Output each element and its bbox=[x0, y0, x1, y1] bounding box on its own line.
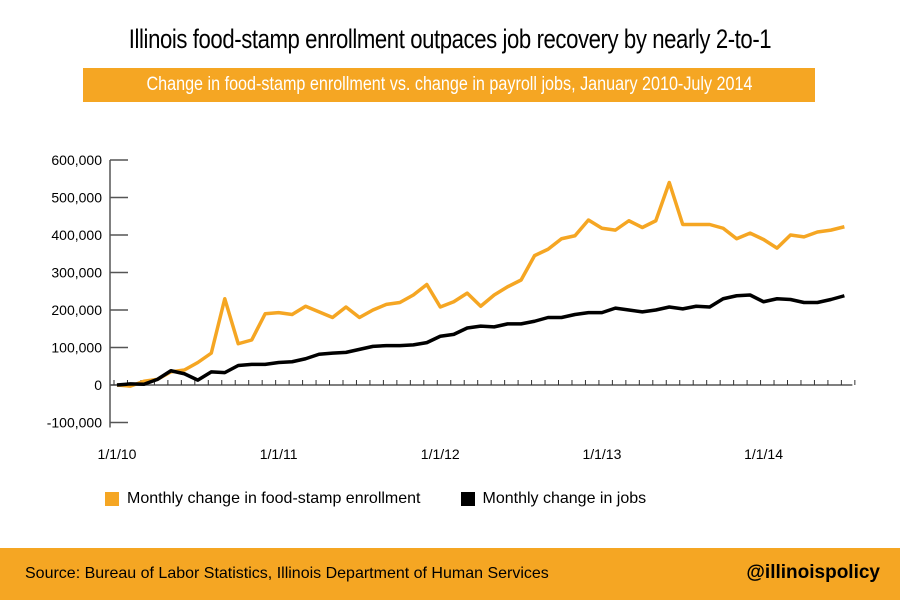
source-note: Source: Bureau of Labor Statistics, Illi… bbox=[25, 565, 549, 582]
legend-label-food-stamp: Monthly change in food-stamp enrollment bbox=[127, 490, 421, 507]
y-tick-label: 0 bbox=[94, 377, 102, 393]
x-tick-label: 1/1/14 bbox=[744, 446, 783, 462]
x-tick-label: 1/1/11 bbox=[260, 446, 298, 462]
social-handle: @illinoispolicy bbox=[746, 562, 880, 583]
x-tick-label: 1/1/13 bbox=[582, 446, 621, 462]
legend-swatch-food-stamp bbox=[105, 492, 119, 506]
legend-swatch-jobs bbox=[460, 492, 475, 506]
footer-bar: Source: Bureau of Labor Statistics, Illi… bbox=[0, 548, 900, 600]
y-tick-label: 100,000 bbox=[51, 340, 102, 356]
legend-item-jobs: Monthly change in jobs bbox=[460, 490, 647, 508]
x-tick-label: 1/1/10 bbox=[98, 446, 137, 462]
y-tick-label: 500,000 bbox=[51, 190, 102, 206]
y-tick-label: 600,000 bbox=[51, 152, 102, 168]
legend-label-jobs: Monthly change in jobs bbox=[482, 490, 647, 507]
series-line-food-stamp bbox=[116, 180, 845, 388]
x-tick-label: 1/1/12 bbox=[421, 446, 460, 462]
y-tick-label: -100,000 bbox=[47, 415, 102, 431]
y-tick-label: 200,000 bbox=[51, 302, 102, 318]
series-line-jobs bbox=[116, 293, 845, 387]
y-tick-label: 400,000 bbox=[51, 227, 102, 243]
chart-title: Illinois food-stamp enrollment outpaces … bbox=[128, 24, 772, 54]
chart-subtitle-text: Change in food-stamp enrollment vs. chan… bbox=[146, 74, 752, 95]
chart-subtitle: Change in food-stamp enrollment vs. chan… bbox=[83, 68, 815, 102]
legend: Monthly change in food-stamp enrollment … bbox=[105, 490, 646, 508]
legend-item-food-stamp: Monthly change in food-stamp enrollment bbox=[105, 490, 421, 508]
y-tick-label: 300,000 bbox=[51, 265, 102, 281]
